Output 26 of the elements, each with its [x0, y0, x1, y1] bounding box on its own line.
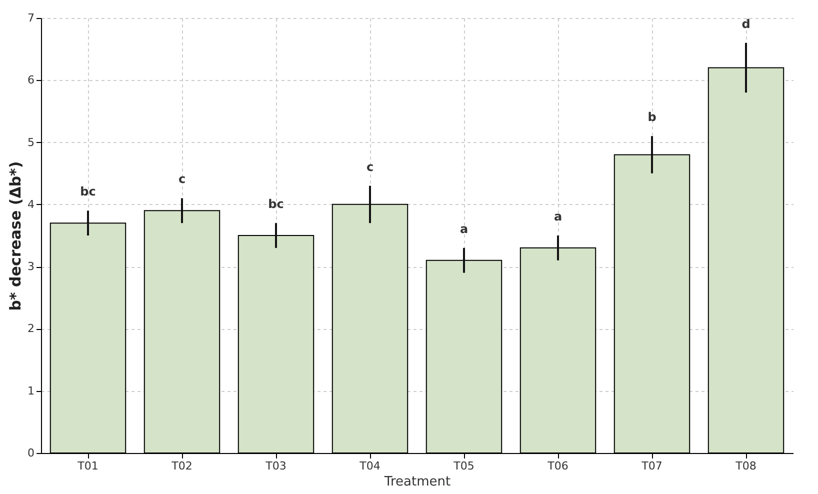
annotation: a — [554, 210, 562, 224]
y-tick-label: 4 — [28, 198, 34, 211]
y-tick-label: 2 — [28, 322, 34, 336]
annotation: bc — [268, 197, 284, 212]
y-axis-title: b* decrease (Δb*) — [6, 161, 24, 311]
y-tick-label: 6 — [28, 74, 34, 87]
annotation: b — [648, 110, 657, 124]
annotation: c — [366, 160, 374, 174]
annotation: a — [460, 222, 468, 236]
x-tick-label: T08 — [734, 460, 756, 472]
x-tick-label: T06 — [546, 460, 568, 472]
x-tick-label: T01 — [76, 460, 98, 472]
x-axis-title: Treatment — [383, 474, 451, 490]
annotation: c — [178, 172, 186, 186]
annotation: d — [742, 16, 750, 31]
y-tick-label: 5 — [28, 136, 34, 149]
x-tick-label: T02 — [170, 460, 192, 472]
y-tick-label: 3 — [28, 260, 34, 274]
x-tick-label: T05 — [452, 460, 474, 472]
y-tick-label: 1 — [28, 384, 34, 398]
y-tick-label: 7 — [28, 12, 34, 24]
x-tick-label: T04 — [358, 460, 380, 472]
annotation: bc — [80, 184, 96, 199]
x-tick-label: T03 — [264, 460, 286, 472]
y-tick-label: 0 — [28, 446, 34, 460]
x-tick-label: T07 — [640, 460, 662, 472]
